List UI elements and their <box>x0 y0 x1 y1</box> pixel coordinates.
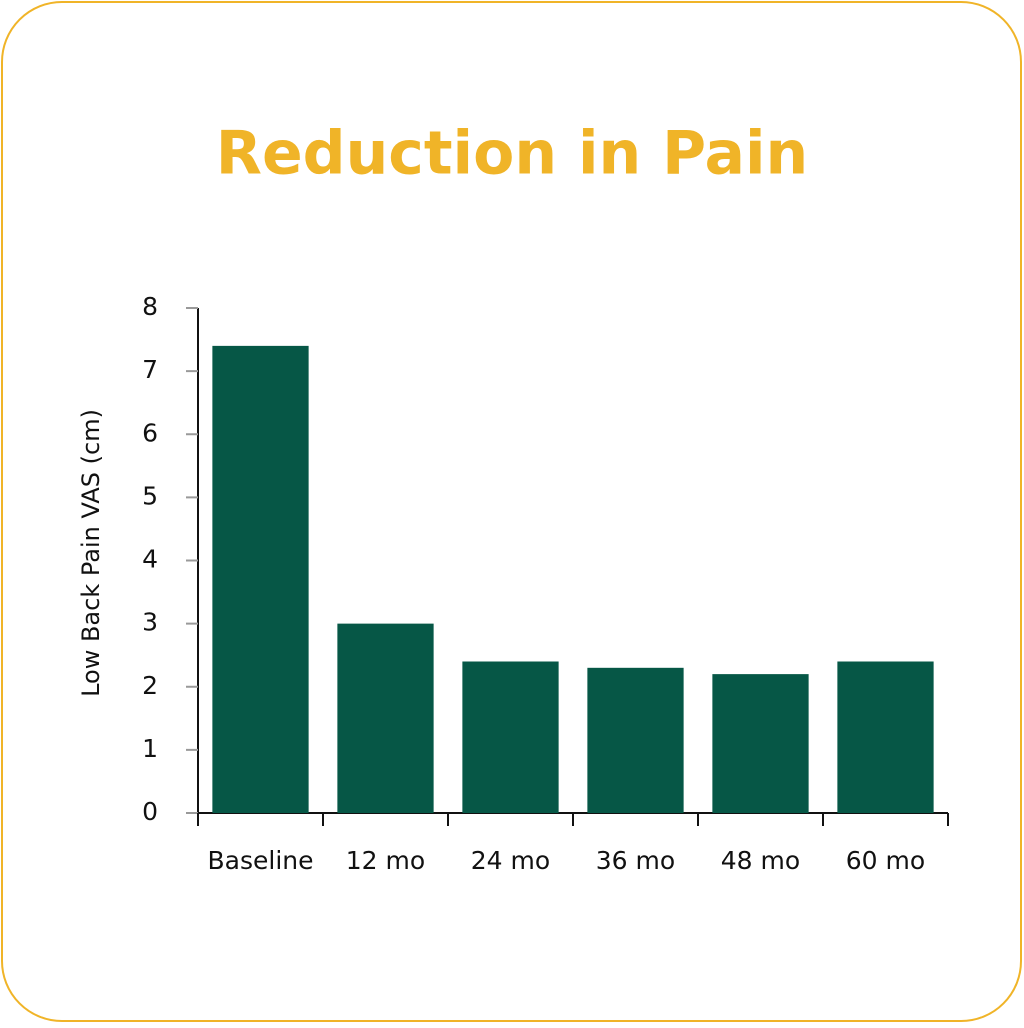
bar <box>212 345 309 813</box>
bar <box>587 667 684 813</box>
bar <box>337 623 434 813</box>
bar <box>462 661 559 813</box>
y-tick-label: 6 <box>142 418 158 447</box>
y-tick-label: 5 <box>142 481 158 510</box>
y-tick-label: 7 <box>142 355 158 384</box>
bar <box>837 661 934 813</box>
y-tick-label: 2 <box>142 671 158 700</box>
y-tick-label: 1 <box>142 734 158 763</box>
bar <box>712 674 809 813</box>
x-tick-label: Baseline <box>208 846 314 875</box>
y-tick-label: 4 <box>142 545 158 574</box>
x-tick-label: 48 mo <box>721 846 800 875</box>
y-tick-label: 3 <box>142 608 158 637</box>
x-tick-label: 12 mo <box>346 846 425 875</box>
chart-title: Reduction in Pain <box>216 119 809 189</box>
y-tick-label: 0 <box>142 797 158 826</box>
y-tick-label: 8 <box>142 292 158 321</box>
x-tick-label: 24 mo <box>471 846 550 875</box>
y-axis-label: Low Back Pain VAS (cm) <box>77 409 105 697</box>
x-tick-label: 60 mo <box>846 846 925 875</box>
x-tick-label: 36 mo <box>596 846 675 875</box>
